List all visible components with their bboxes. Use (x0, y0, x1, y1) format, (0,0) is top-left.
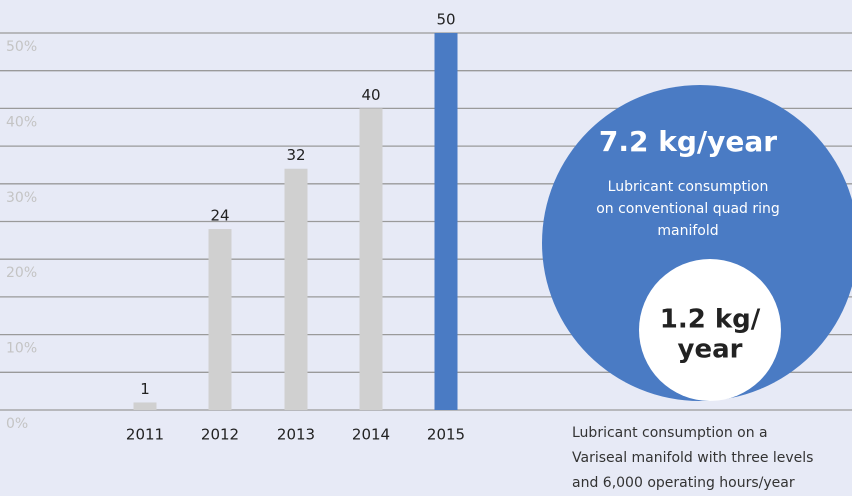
small-circle-text: year (678, 335, 743, 365)
data-label: 24 (210, 207, 229, 225)
y-tick-label: 50% (6, 39, 37, 55)
data-label: 1 (140, 380, 150, 398)
y-tick-label: 0% (6, 416, 28, 432)
caption: Lubricant consumption on a (572, 425, 768, 441)
data-label: 32 (286, 146, 305, 164)
caption: Variseal manifold with three levels (572, 450, 813, 466)
small-circle-text: 1.2 kg/ (660, 305, 761, 335)
y-tick-label: 10% (6, 341, 37, 357)
big-circle-text: manifold (657, 223, 718, 239)
x-tick-label: 2013 (277, 426, 315, 444)
x-tick-label: 2011 (126, 426, 164, 444)
x-tick-label: 2012 (201, 426, 239, 444)
x-tick-label: 2014 (352, 426, 390, 444)
big-circle-text: Lubricant consumption (608, 179, 769, 195)
y-tick-label: 30% (6, 190, 37, 206)
bar (133, 402, 157, 410)
bar (434, 33, 458, 410)
y-tick-label: 40% (6, 114, 37, 130)
bar (284, 168, 308, 410)
x-tick-label: 2015 (427, 426, 465, 444)
y-tick-label: 20% (6, 265, 37, 281)
big-circle-title: 7.2 kg/year (599, 125, 777, 158)
small-circle (639, 259, 781, 401)
data-label: 50 (436, 11, 455, 29)
big-circle-text: on conventional quad ring (596, 201, 780, 217)
caption: and 6,000 operating hours/year (572, 475, 795, 491)
bar (359, 108, 383, 411)
bar (208, 229, 232, 410)
data-label: 40 (361, 86, 380, 104)
